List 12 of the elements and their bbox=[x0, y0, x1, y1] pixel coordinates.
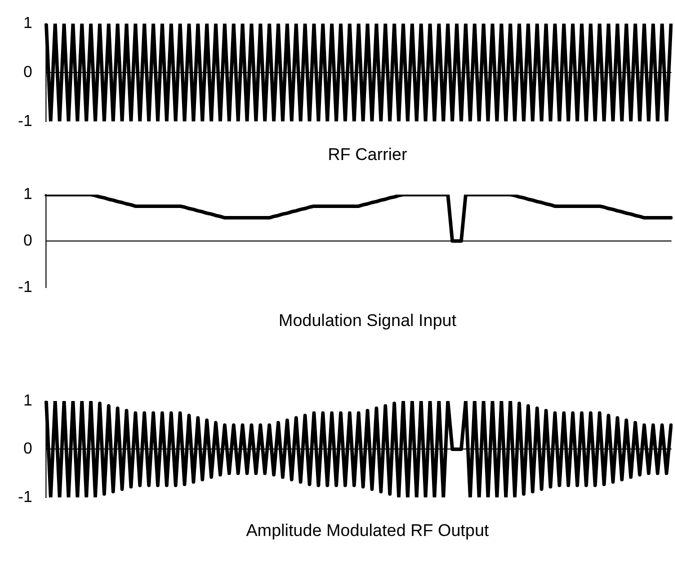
y-tick-label: 1 bbox=[23, 392, 32, 410]
x-axis-title: RF Carrier bbox=[326, 145, 408, 166]
y-tick-label: 0 bbox=[23, 232, 32, 250]
y-tick-label: -1 bbox=[18, 488, 32, 506]
y-tick-label: 0 bbox=[23, 440, 32, 458]
y-tick-label: -1 bbox=[18, 278, 32, 296]
y-tick-label: 1 bbox=[23, 186, 32, 204]
x-axis-title: Amplitude Modulated RF Output bbox=[245, 521, 490, 542]
y-tick-label: 1 bbox=[23, 15, 32, 32]
x-axis-title: Modulation Signal Input bbox=[278, 311, 458, 332]
y-tick-label: 0 bbox=[23, 64, 32, 81]
y-tick-label: -1 bbox=[18, 112, 32, 130]
